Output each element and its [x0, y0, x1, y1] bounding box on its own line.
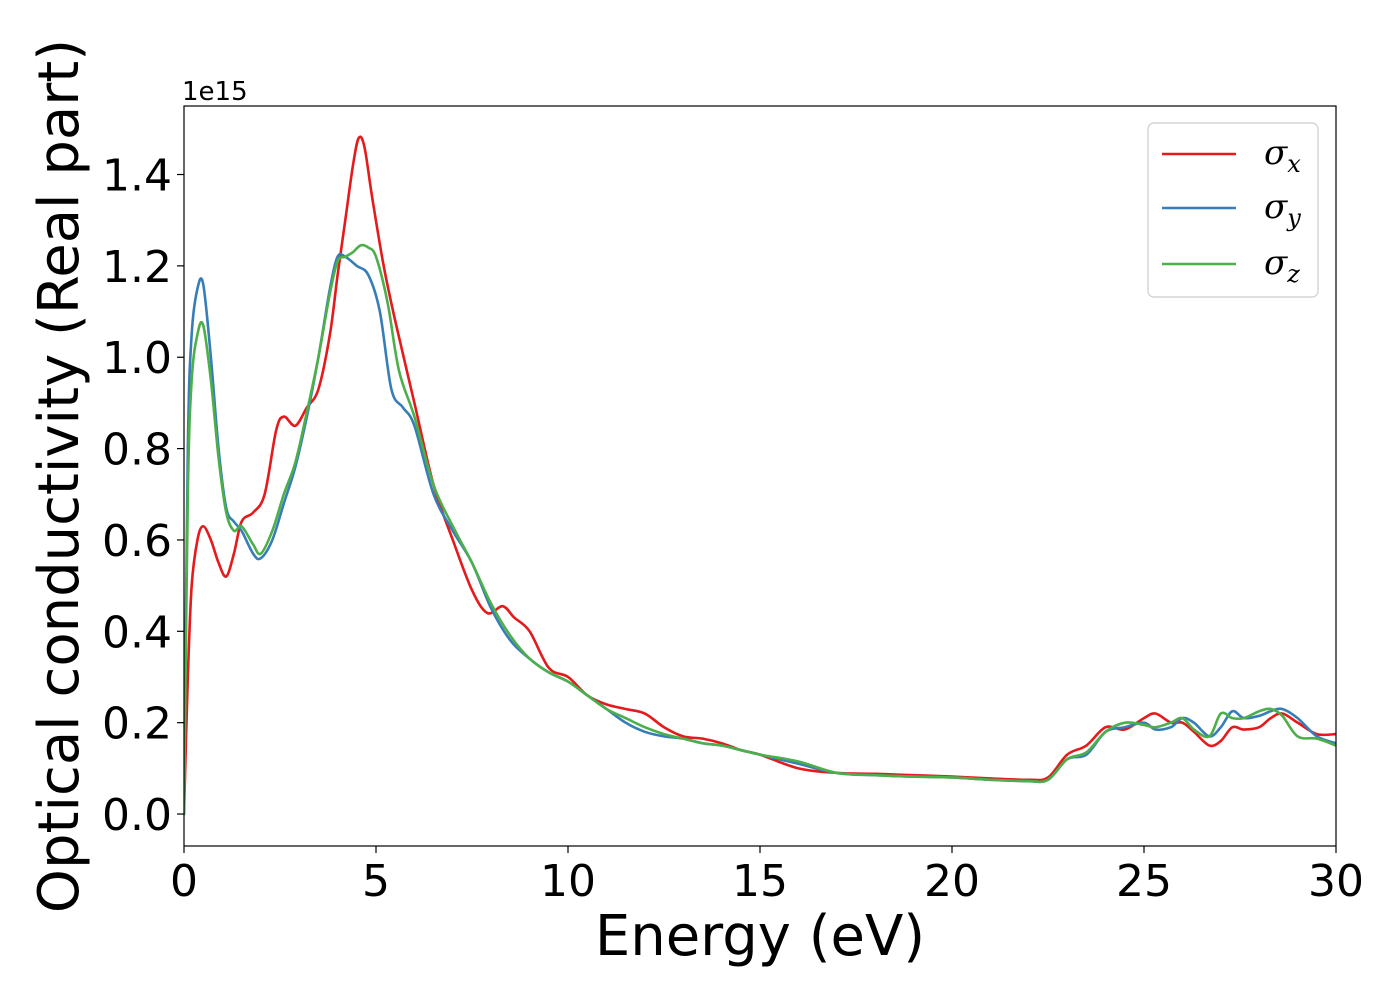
y-tick-label: 0.8	[102, 425, 172, 476]
y-tick-label: 0.0	[102, 790, 172, 841]
x-axis-label: Energy (eV)	[595, 904, 925, 969]
series-line-z	[184, 243, 1336, 816]
x-tick-label: 10	[540, 856, 596, 907]
x-tick-label: 30	[1308, 856, 1364, 907]
series-layer	[184, 135, 1336, 816]
x-tick-label: 15	[732, 856, 788, 907]
y-tick-label: 0.6	[102, 516, 172, 567]
legend-box	[1147, 122, 1319, 298]
y-tick-label: 0.4	[102, 607, 172, 658]
y-tick-label: 1.2	[102, 242, 172, 293]
x-tick-label: 5	[362, 856, 390, 907]
x-axis-ticks: 0 5 10 15 20 25 30	[170, 846, 1364, 907]
y-tick-label: 1.4	[102, 151, 172, 202]
y-tick-label: 0.2	[102, 699, 172, 750]
y-axis-ticks: 0.0 0.2 0.4 0.6 0.8 1.0 1.2 1.4	[102, 151, 184, 841]
x-tick-label: 25	[1116, 856, 1172, 907]
x-tick-label: 20	[924, 856, 980, 907]
y-tick-label: 1.0	[102, 333, 172, 384]
series-line-x	[184, 135, 1336, 816]
y-offset-label: 1e15	[182, 77, 248, 107]
x-tick-label: 0	[170, 856, 198, 907]
y-axis-label: Optical conductivity (Real part)	[27, 39, 92, 913]
